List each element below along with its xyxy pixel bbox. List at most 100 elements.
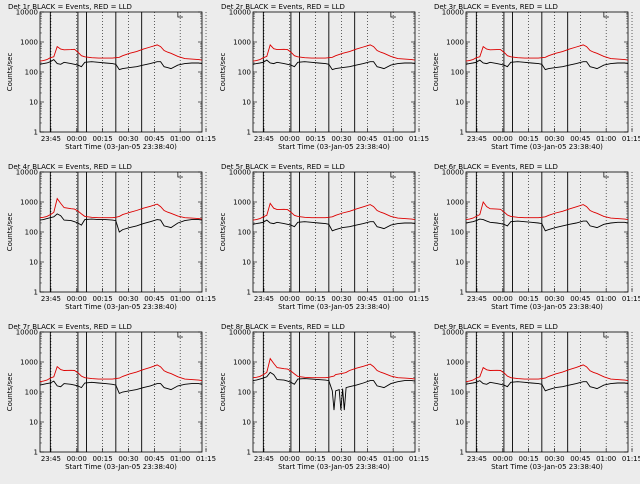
x-tick-label: 01:15 [196,455,216,463]
series-line-lld [39,364,203,383]
x-tick-label: 00:45 [570,135,590,143]
x-tick-label: 23:45 [467,135,487,143]
x-tick-label: 00:15 [306,455,326,463]
y-tick-label: 1000 [20,199,38,207]
y-axis-label: Counts/sec [219,373,227,412]
x-tick-label: 00:15 [93,135,113,143]
x-tick-label: 00:15 [519,295,539,303]
y-tick-label: 100 [451,389,464,397]
series-line-lld [252,357,416,380]
chart-title: Det 8r BLACK = Events, RED = LLD [221,323,345,331]
bracket-mark [390,172,396,178]
x-tick-label: 00:15 [306,295,326,303]
y-tick-label: 100 [25,69,38,77]
x-tick-label: 00:30 [331,455,351,463]
x-tick-label: 23:45 [254,135,274,143]
chart-panel-4: Det 4r BLACK = Events, RED = LLD 1 10 100 10… [6,163,216,311]
x-tick-label: 01:00 [596,455,616,463]
x-tick-label: 00:30 [544,295,564,303]
plot-frame [39,331,203,453]
y-tick-label: 10 [455,99,464,107]
y-tick-label: 10 [455,419,464,427]
x-tick-label: 00:00 [67,135,87,143]
bracket-mark [603,332,609,338]
x-axis-label: Start Time (03-Jan-05 23:38:40) [65,143,177,151]
x-tick-label: 00:00 [493,135,513,143]
series-line-lld [465,44,629,62]
y-tick-label: 1 [34,289,38,297]
x-tick-label: 01:15 [196,295,216,303]
x-tick-label: 00:30 [118,455,138,463]
y-tick-label: 100 [25,389,38,397]
chart-panel-2: Det 2r BLACK = Events, RED = LLD 1 10 100 10… [219,3,429,151]
y-axis-label: Counts/sec [219,213,227,252]
y-tick-label: 10 [29,99,38,107]
x-tick-label: 01:00 [383,455,403,463]
x-axis-label: Start Time (03-Jan-05 23:38:40) [491,463,603,471]
y-tick-label: 10000 [16,9,38,17]
series-line-lld [465,200,629,221]
y-tick-label: 10 [242,419,251,427]
y-tick-label: 100 [238,69,251,77]
y-axis-label: Counts/sec [432,53,440,92]
y-tick-label: 10000 [16,169,38,177]
x-tick-label: 01:15 [622,135,640,143]
bracket-mark [177,12,183,18]
y-tick-label: 10 [29,259,38,267]
y-tick-label: 1000 [233,359,251,367]
series-line-events [252,371,416,411]
y-tick-label: 10000 [442,9,464,17]
bracket-mark [177,332,183,338]
y-tick-label: 1000 [20,39,38,47]
chart-title: Det 7r BLACK = Events, RED = LLD [8,323,132,331]
x-tick-label: 00:45 [357,295,377,303]
bracket-mark [177,172,183,178]
y-tick-label: 10 [242,259,251,267]
x-axis-label: Start Time (03-Jan-05 23:38:40) [491,143,603,151]
y-tick-label: 10000 [229,169,251,177]
bracket-mark [390,332,396,338]
y-tick-label: 1000 [446,39,464,47]
y-tick-label: 10000 [442,329,464,337]
x-tick-label: 00:00 [280,135,300,143]
x-tick-label: 00:30 [118,135,138,143]
y-tick-label: 100 [451,229,464,237]
series-line-lld [39,197,203,220]
x-axis-label: Start Time (03-Jan-05 23:38:40) [491,303,603,311]
x-tick-label: 00:00 [67,295,87,303]
x-tick-label: 00:00 [67,455,87,463]
chart-panel-5: Det 5r BLACK = Events, RED = LLD 1 10 100 10… [219,163,429,311]
series-line-events [252,59,416,71]
x-tick-label: 01:15 [409,455,429,463]
y-tick-label: 100 [25,229,38,237]
x-tick-label: 01:00 [383,135,403,143]
x-axis-label: Start Time (03-Jan-05 23:38:40) [65,303,177,311]
y-tick-label: 10000 [229,9,251,17]
x-tick-label: 00:15 [519,455,539,463]
x-tick-label: 23:45 [254,295,274,303]
chart-title: Det 1r BLACK = Events, RED = LLD [8,3,132,11]
x-tick-label: 01:15 [622,455,640,463]
x-tick-label: 01:00 [383,295,403,303]
x-tick-label: 23:45 [41,295,61,303]
x-tick-label: 00:45 [144,455,164,463]
y-tick-label: 10000 [442,169,464,177]
x-tick-label: 00:15 [93,295,113,303]
x-tick-label: 00:30 [118,295,138,303]
y-tick-label: 1000 [446,359,464,367]
x-tick-label: 00:15 [93,455,113,463]
x-tick-label: 01:15 [622,295,640,303]
y-tick-label: 10 [242,99,251,107]
series-line-lld [252,44,416,62]
chart-panel-3: Det 3r BLACK = Events, RED = LLD 1 10 100 10… [432,3,640,151]
y-tick-label: 1 [34,449,38,457]
plot-frame [39,171,203,293]
bracket-mark [603,12,609,18]
x-tick-label: 00:45 [144,295,164,303]
series-line-events [39,380,203,394]
y-tick-label: 10 [29,419,38,427]
x-tick-label: 00:00 [280,455,300,463]
x-axis-label: Start Time (03-Jan-05 23:38:40) [278,463,390,471]
y-tick-label: 1000 [446,199,464,207]
